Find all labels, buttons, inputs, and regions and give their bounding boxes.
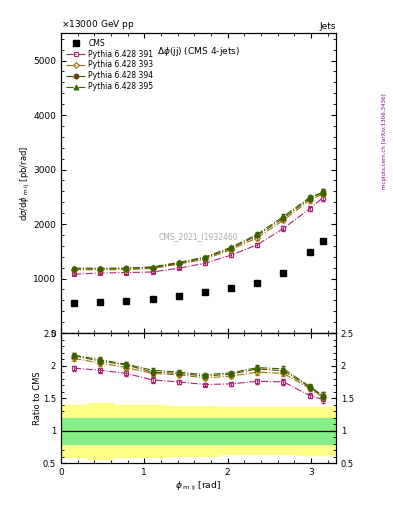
CMS [176,293,181,299]
Pythia 6.428 394 [320,189,325,196]
CMS [98,299,103,305]
Pythia 6.428 395 [320,189,325,196]
Y-axis label: Ratio to CMS: Ratio to CMS [33,371,42,425]
Line: CMS: CMS [71,239,326,306]
Y-axis label: d$\sigma$/d$\phi_{\rm\ m\ ij}$ [pb/rad]: d$\sigma$/d$\phi_{\rm\ m\ ij}$ [pb/rad] [18,145,32,221]
Pythia 6.428 393 [320,191,325,197]
Legend: CMS, Pythia 6.428 391, Pythia 6.428 393, Pythia 6.428 394, Pythia 6.428 395: CMS, Pythia 6.428 391, Pythia 6.428 393,… [63,35,156,94]
Pythia 6.428 395 [307,194,312,200]
CMS [72,300,76,306]
Pythia 6.428 394 [255,232,260,239]
Line: Pythia 6.428 394: Pythia 6.428 394 [72,190,325,271]
CMS [203,289,208,295]
Pythia 6.428 391 [150,269,155,275]
Pythia 6.428 393 [281,217,286,223]
Pythia 6.428 391 [98,270,103,276]
Pythia 6.428 391 [229,252,233,258]
Pythia 6.428 394 [281,215,286,221]
Pythia 6.428 395 [203,254,208,260]
Pythia 6.428 394 [72,266,76,272]
Pythia 6.428 394 [98,266,103,272]
Pythia 6.428 395 [124,265,129,271]
CMS [150,295,155,302]
Pythia 6.428 394 [150,265,155,271]
Pythia 6.428 395 [281,214,286,220]
CMS [307,249,312,255]
Pythia 6.428 395 [176,260,181,266]
Pythia 6.428 393 [72,267,76,273]
Pythia 6.428 391 [281,225,286,231]
Text: CMS_2021_I1932460: CMS_2021_I1932460 [159,232,238,242]
Pythia 6.428 391 [72,271,76,277]
Pythia 6.428 393 [307,197,312,203]
Pythia 6.428 391 [320,195,325,201]
Text: mcplots.cern.ch [arXiv:1306.3436]: mcplots.cern.ch [arXiv:1306.3436] [382,93,387,188]
Line: Pythia 6.428 393: Pythia 6.428 393 [72,192,325,272]
Pythia 6.428 391 [176,265,181,271]
Line: Pythia 6.428 395: Pythia 6.428 395 [72,190,325,271]
Pythia 6.428 394 [176,260,181,266]
CMS [124,298,129,304]
Pythia 6.428 394 [203,255,208,261]
Pythia 6.428 393 [98,267,103,273]
Pythia 6.428 394 [124,265,129,271]
Pythia 6.428 393 [150,265,155,271]
Pythia 6.428 395 [255,231,260,238]
Pythia 6.428 393 [255,234,260,241]
Line: Pythia 6.428 391: Pythia 6.428 391 [72,196,325,276]
Text: $\Delta\phi$(jj) (CMS 4-jets): $\Delta\phi$(jj) (CMS 4-jets) [157,45,240,58]
Pythia 6.428 391 [203,260,208,266]
Pythia 6.428 391 [307,206,312,212]
Pythia 6.428 395 [229,244,233,250]
X-axis label: $\phi_{\rm\ m\ ij}$ [rad]: $\phi_{\rm\ m\ ij}$ [rad] [176,480,221,493]
Text: $\times$13000 GeV pp: $\times$13000 GeV pp [61,18,134,31]
Pythia 6.428 391 [124,269,129,275]
Pythia 6.428 394 [307,196,312,202]
Text: Jets: Jets [320,22,336,31]
Pythia 6.428 393 [176,261,181,267]
Pythia 6.428 395 [98,265,103,271]
CMS [255,280,260,286]
CMS [320,239,325,245]
CMS [281,270,286,276]
Pythia 6.428 393 [229,247,233,253]
CMS [229,285,233,291]
Pythia 6.428 395 [72,265,76,271]
Pythia 6.428 393 [124,266,129,272]
Pythia 6.428 391 [255,242,260,248]
Pythia 6.428 393 [203,256,208,262]
Pythia 6.428 394 [229,245,233,251]
Pythia 6.428 395 [150,264,155,270]
